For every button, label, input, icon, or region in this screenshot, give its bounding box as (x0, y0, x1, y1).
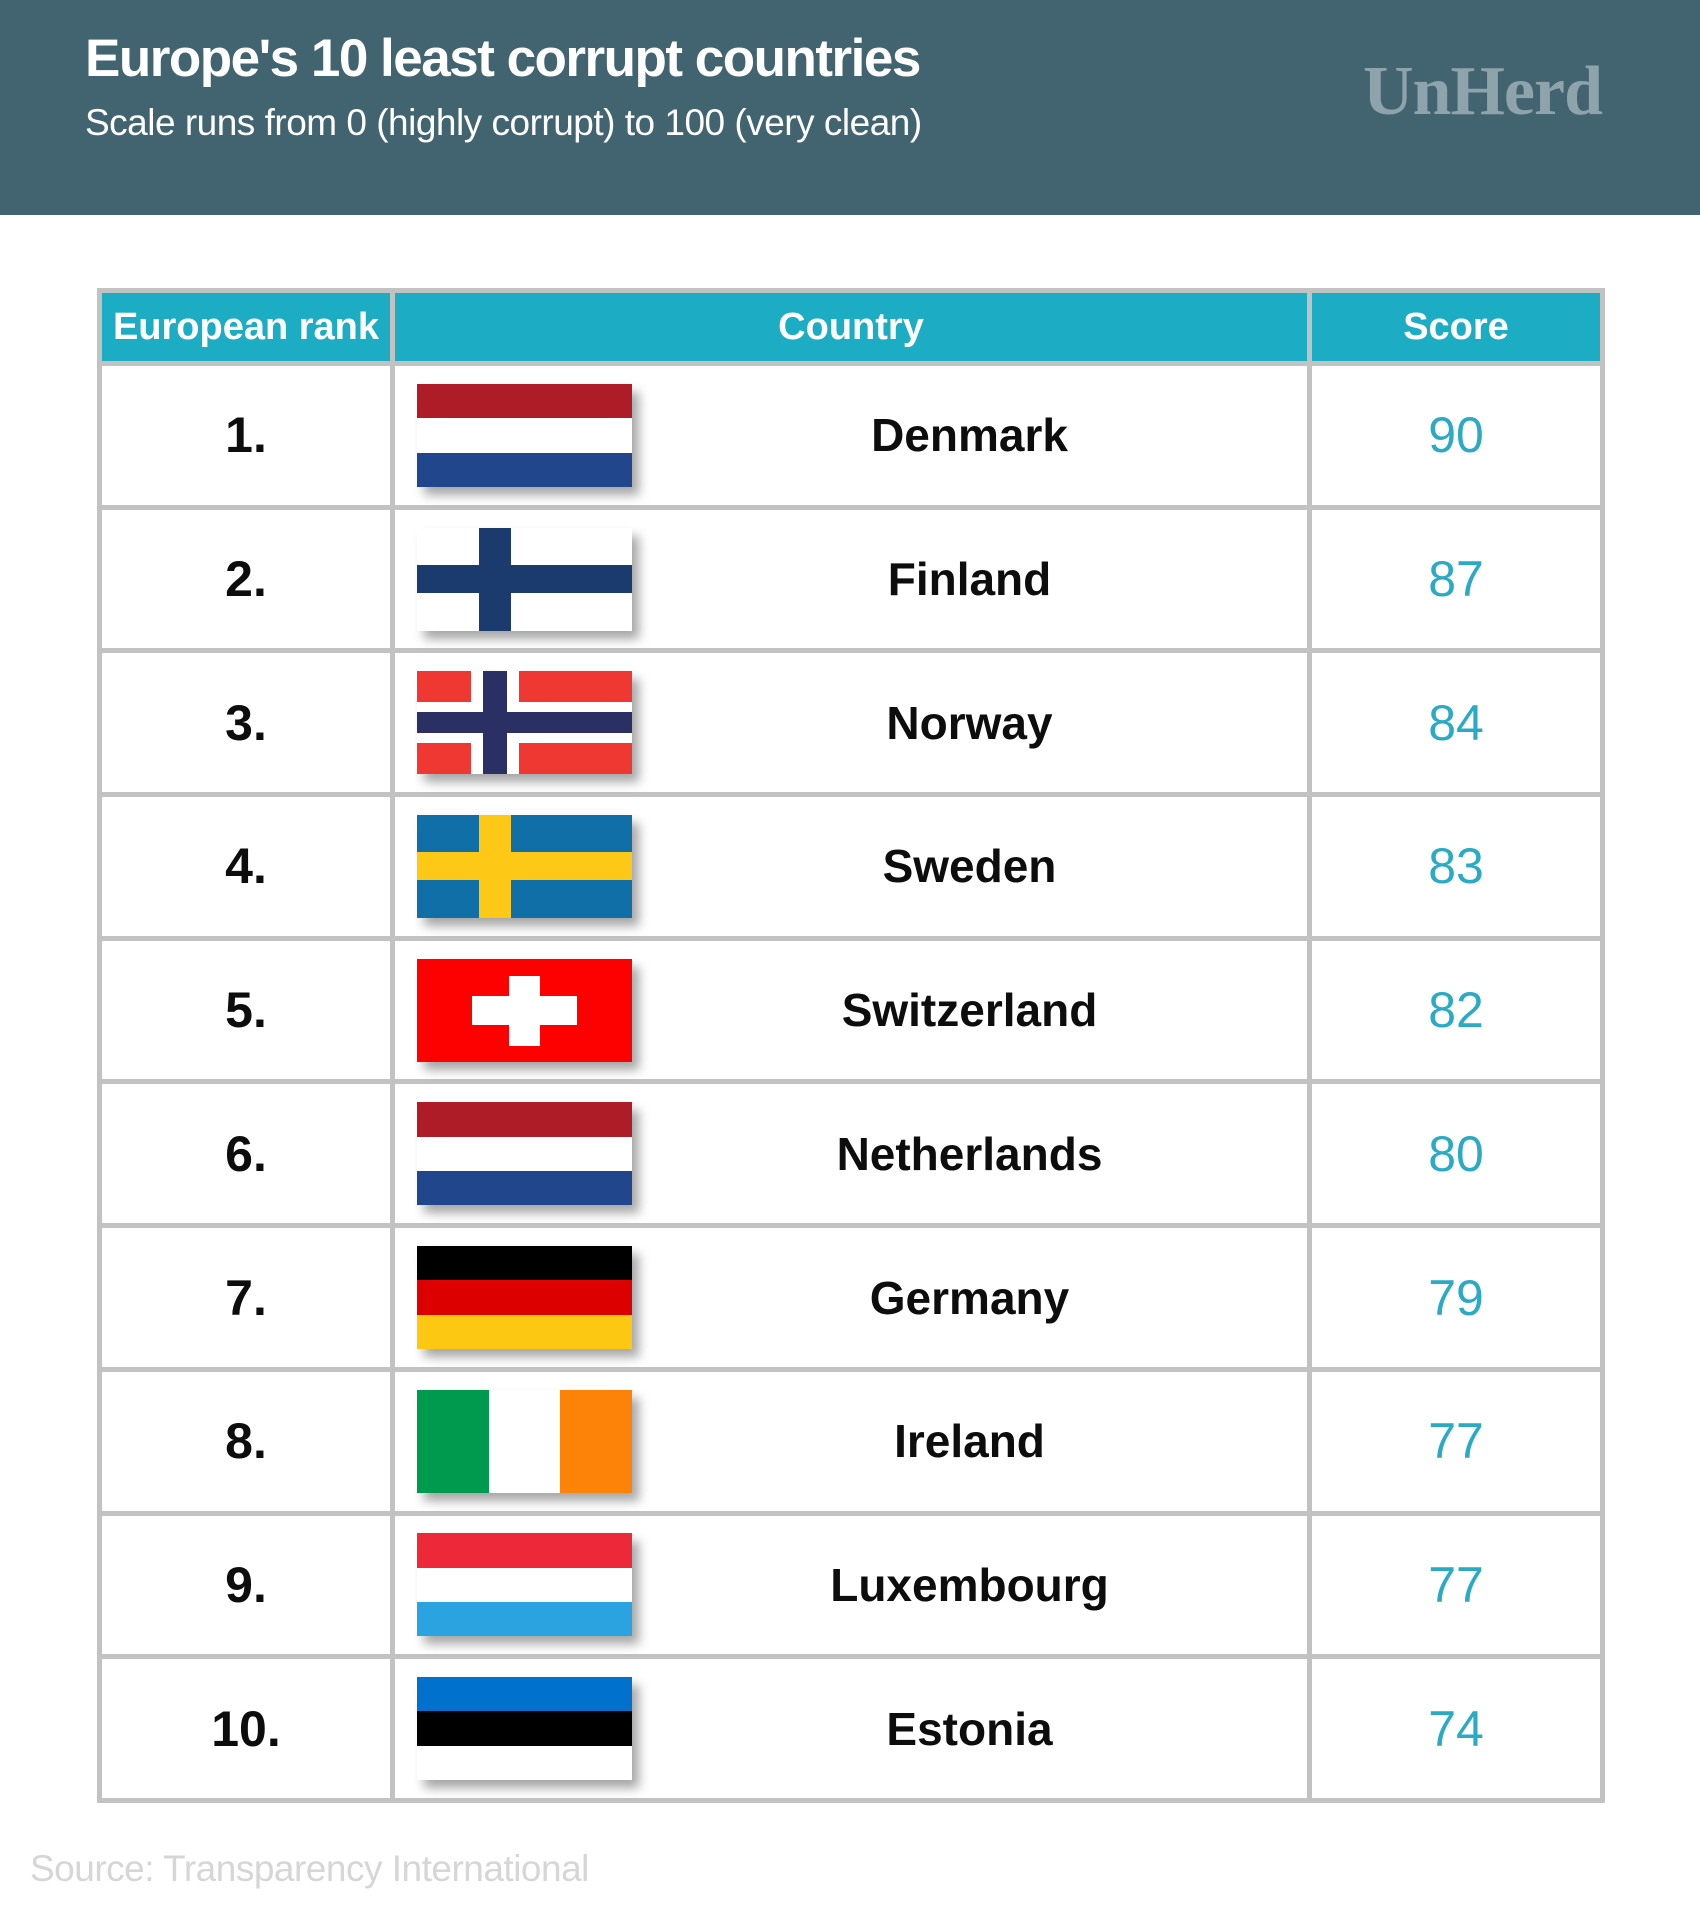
country-name: Estonia (886, 1702, 1053, 1755)
score-value: 77 (1312, 1371, 1600, 1511)
rank-cell: 4. (102, 797, 390, 936)
country-name: Denmark (871, 409, 1068, 462)
country-name: Norway (886, 696, 1053, 749)
flag-icon (417, 527, 632, 631)
unherd-logo: UnHerd (1363, 53, 1603, 130)
score-value: 82 (1312, 940, 1600, 1080)
source-note: Source: Transparency International (30, 1848, 589, 1889)
corruption-table: European rank Country Score 1. Denmark 90 2… (97, 288, 1605, 1803)
column-header-rank: European rank (102, 293, 390, 361)
table-row-country-cell: Finland (395, 509, 1307, 649)
table-row-country-cell: Netherlands (395, 1084, 1307, 1224)
score-value: 80 (1312, 1084, 1600, 1224)
score-value: 87 (1312, 509, 1600, 649)
score-value: 79 (1312, 1228, 1600, 1367)
flag-icon (417, 383, 632, 487)
table-row-country-cell: Denmark (395, 366, 1307, 505)
rank-cell: 5. (102, 940, 390, 1080)
header-band: Europe's 10 least corrupt countries Scal… (0, 0, 1700, 215)
rank-cell: 2. (102, 509, 390, 649)
flag-icon (417, 1389, 632, 1493)
flag-icon (417, 1102, 632, 1206)
column-header-score: Score (1312, 293, 1600, 361)
page-subtitle: Scale runs from 0 (highly corrupt) to 10… (85, 102, 922, 143)
rank-cell: 8. (102, 1371, 390, 1511)
flag-icon (417, 1533, 632, 1637)
rank-cell: 1. (102, 366, 390, 505)
score-value: 83 (1312, 797, 1600, 936)
rank-cell: 9. (102, 1515, 390, 1655)
rank-cell: 10. (102, 1659, 390, 1798)
country-name: Ireland (894, 1415, 1045, 1468)
page-title: Europe's 10 least corrupt countries (85, 29, 921, 88)
country-name: Sweden (882, 840, 1057, 893)
flag-icon (417, 1677, 632, 1781)
table-row-country-cell: Ireland (395, 1371, 1307, 1511)
country-name: Switzerland (841, 984, 1098, 1037)
country-name: Finland (887, 553, 1052, 606)
flag-icon (417, 958, 632, 1062)
country-name: Luxembourg (830, 1558, 1109, 1611)
rank-cell: 6. (102, 1084, 390, 1224)
rank-cell: 7. (102, 1228, 390, 1367)
score-value: 74 (1312, 1659, 1600, 1798)
table-row-country-cell: Norway (395, 653, 1307, 793)
table-row-country-cell: Germany (395, 1228, 1307, 1367)
table-row-country-cell: Sweden (395, 797, 1307, 936)
flag-icon (417, 814, 632, 918)
country-name: Germany (869, 1271, 1070, 1324)
table-row-country-cell: Luxembourg (395, 1515, 1307, 1655)
flag-icon (417, 1246, 632, 1350)
country-name: Netherlands (836, 1127, 1103, 1180)
table-row-country-cell: Switzerland (395, 940, 1307, 1080)
column-header-country: Country (395, 293, 1307, 361)
score-value: 77 (1312, 1515, 1600, 1655)
flag-icon (417, 671, 632, 775)
score-value: 84 (1312, 653, 1600, 793)
rank-cell: 3. (102, 653, 390, 793)
score-value: 90 (1312, 366, 1600, 505)
table-row-country-cell: Estonia (395, 1659, 1307, 1798)
